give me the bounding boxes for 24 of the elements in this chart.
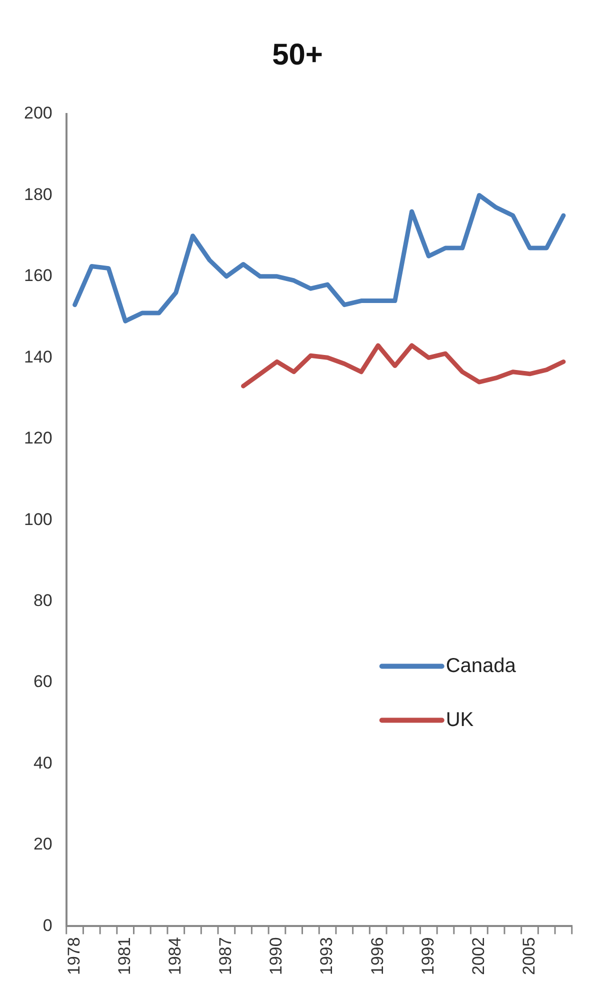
y-tick-label: 160 bbox=[24, 266, 52, 286]
legend-label: Canada bbox=[446, 654, 517, 677]
y-tick-label: 180 bbox=[24, 184, 52, 204]
x-tick-label: 1984 bbox=[166, 937, 185, 976]
x-tick-label: 2002 bbox=[468, 937, 488, 976]
y-tick-label: 140 bbox=[24, 347, 52, 366]
x-tick-label: 1990 bbox=[266, 937, 286, 976]
y-tick-label: 200 bbox=[24, 104, 52, 123]
x-tick-label: 2005 bbox=[519, 937, 538, 976]
y-tick-label: 100 bbox=[24, 510, 52, 529]
x-tick-label: 1993 bbox=[317, 937, 336, 976]
legend-label: UK bbox=[446, 708, 474, 731]
y-tick-label: 120 bbox=[24, 428, 52, 448]
y-tick-label: 20 bbox=[33, 834, 52, 854]
y-tick-label: 0 bbox=[42, 916, 52, 935]
y-tick-label: 40 bbox=[33, 753, 52, 772]
y-tick-label: 80 bbox=[33, 590, 52, 610]
chart-title: 50+ bbox=[272, 38, 323, 72]
x-tick-label: 1987 bbox=[216, 937, 236, 976]
x-tick-label: 1978 bbox=[64, 937, 84, 976]
y-tick-label: 60 bbox=[33, 672, 52, 692]
x-tick-label: 1999 bbox=[418, 937, 438, 976]
x-tick-label: 1996 bbox=[368, 937, 387, 976]
x-tick-label: 1981 bbox=[115, 937, 134, 976]
